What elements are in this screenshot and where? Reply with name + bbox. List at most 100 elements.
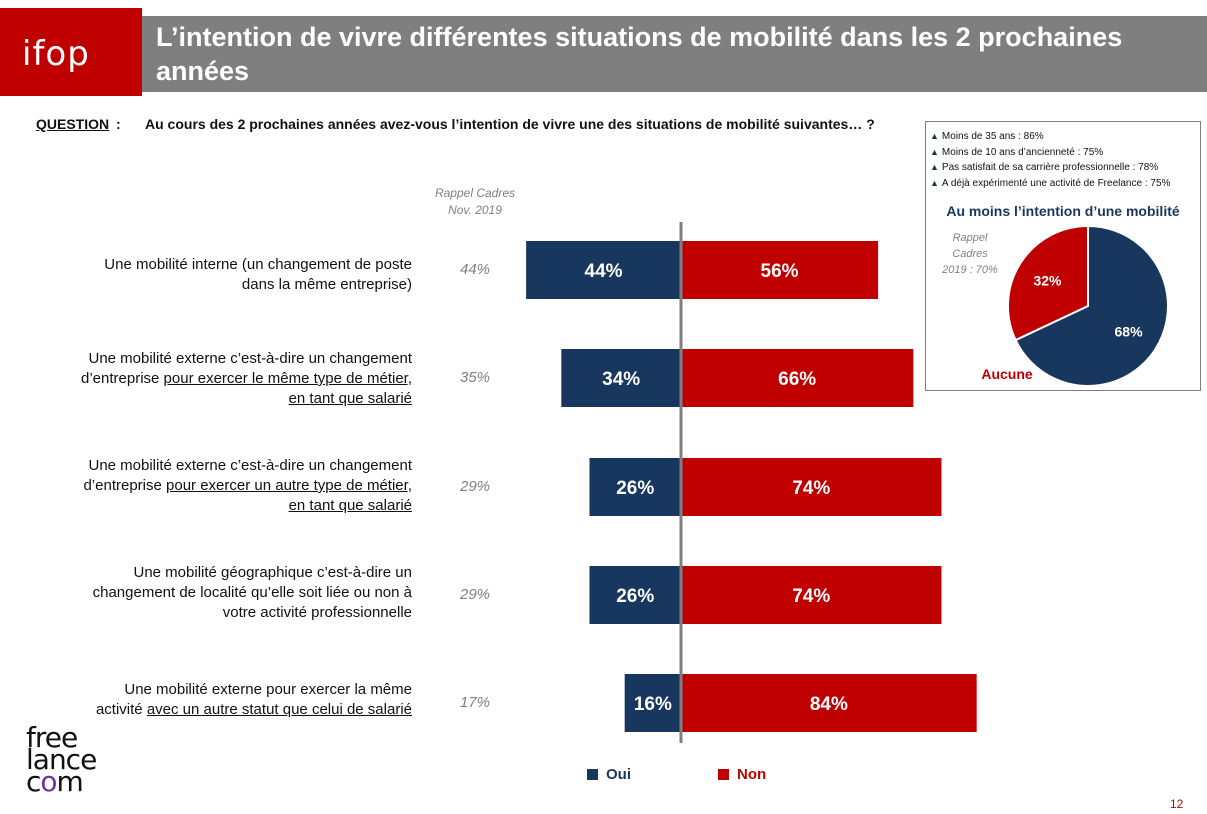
bar-oui-label: 34%: [602, 369, 640, 390]
pie-recall-line-3: 2019 : 70%: [942, 264, 998, 276]
pie-slice-label: 68%: [1115, 324, 1144, 340]
pie-note-text: Moins de 10 ans d’ancienneté : 75%: [941, 146, 1104, 158]
recall-value: 44%: [459, 261, 491, 278]
bar-oui: [561, 349, 681, 407]
pie-recall-line-1: Rappel: [952, 232, 988, 244]
row-label-segment: pour exercer un autre type de métier,: [166, 477, 412, 494]
row-label-segment: avec un autre statut que celui de salari…: [146, 701, 412, 718]
triangle-up-icon: ▲: [930, 162, 939, 172]
logo-line-2: lance: [26, 743, 97, 776]
question-label: QUESTION: [36, 116, 110, 132]
row-label-segment: Une mobilité géographique c’est-à-dire u…: [133, 564, 413, 581]
ifop-logo: ifop: [0, 8, 142, 96]
row-label-segment: Une mobilité externe c’est-à-dire un cha…: [88, 457, 412, 474]
row-label-segment: d’entreprise: [83, 477, 167, 494]
bar-non-label: 84%: [810, 694, 848, 715]
question-text: Au cours des 2 prochaines années avez-vo…: [145, 116, 875, 132]
row-label: Une mobilité externe pour exercer la mêm…: [20, 680, 412, 720]
row-label-segment: votre activité professionnelle: [222, 604, 412, 621]
legend-oui-swatch: [587, 769, 598, 780]
page-number: 12: [1170, 797, 1184, 811]
bar-oui-label: 44%: [585, 261, 623, 282]
row-label-segment: Une mobilité externe c’est-à-dire un cha…: [88, 350, 412, 367]
pie-note: ▲ Moins de 10 ans d’ancienneté : 75%: [930, 145, 1170, 161]
recall-header: Rappel Cadres Nov. 2019: [420, 185, 530, 219]
question-colon: :: [116, 116, 121, 132]
recall-value: 17%: [459, 694, 491, 711]
logo-line-1: free: [26, 721, 78, 754]
page-title-line-1: L’intention de vivre différentes situati…: [156, 22, 1123, 52]
row-label-line: Une mobilité externe pour exercer la mêm…: [20, 680, 412, 700]
row-label-line: d’entreprise pour exercer le même type d…: [20, 369, 412, 389]
row-label-segment: Une mobilité interne (un changement de p…: [104, 256, 412, 273]
legend-non-swatch: [718, 769, 729, 780]
row-label-segment: Une mobilité externe pour exercer la mêm…: [124, 681, 412, 698]
row-label-line: Une mobilité géographique c’est-à-dire u…: [20, 563, 413, 583]
bar-non: [681, 241, 879, 299]
row-label: Une mobilité géographique c’est-à-dire u…: [20, 563, 412, 623]
recall-value: 29%: [459, 478, 491, 495]
row-label: Une mobilité interne (un changement de p…: [20, 255, 412, 295]
pie-note: ▲ A déjà expérimenté une activité de Free…: [930, 176, 1170, 192]
pie-notes: ▲ Moins de 35 ans : 86% ▲ Moins de 10 ans …: [930, 129, 1170, 191]
row-label-line: Une mobilité interne (un changement de p…: [20, 255, 412, 275]
pie-note-text: Moins de 35 ans : 86%: [941, 131, 1044, 142]
pie-note: ▲ Moins de 35 ans : 86%: [930, 129, 1170, 145]
row-label-segment: changement de localité qu’elle soit liée…: [92, 584, 412, 601]
row-label-line: votre activité professionnelle: [20, 603, 412, 623]
row-label-line: activité avec un autre statut que celui …: [20, 700, 412, 720]
bar-oui: [589, 458, 681, 516]
page-title: L’intention de vivre différentes situati…: [156, 20, 1186, 88]
bar-non: [681, 566, 942, 624]
logo-c: c: [26, 765, 41, 798]
bar-non-label: 66%: [778, 369, 816, 390]
row-label-segment: d’entreprise: [81, 370, 164, 387]
bar-non-label: 74%: [792, 586, 830, 607]
bar-non: [681, 458, 942, 516]
row-label-line: Une mobilité externe c’est-à-dire un cha…: [20, 456, 412, 476]
bar-non-label: 56%: [761, 261, 799, 282]
pie-slice-name: Aucune: [981, 366, 1033, 382]
pie-slice: [1014, 224, 1169, 387]
logo-m: m: [56, 765, 84, 798]
row-label-line: Une mobilité externe c’est-à-dire un cha…: [20, 349, 412, 369]
row-label: Une mobilité externe c’est-à-dire un cha…: [20, 349, 412, 409]
pie-note: ▲ Pas satisfait de sa carrière profession…: [930, 160, 1170, 176]
row-label-segment: activité: [95, 701, 147, 718]
pie-note-text: Pas satisfait de sa carrière professionn…: [941, 162, 1159, 173]
pie-note-text: A déjà expérimenté une activité de Freel…: [941, 177, 1171, 189]
page-title-line-2: années: [156, 56, 250, 86]
bar-oui-label: 26%: [616, 478, 654, 499]
row-label-line: dans la même entreprise): [20, 275, 412, 295]
row-label-segment: dans la même entreprise): [241, 276, 412, 293]
logo-o: o: [40, 765, 57, 798]
row-label-line: changement de localité qu’elle soit liée…: [20, 583, 412, 603]
title-bar: [0, 16, 1207, 92]
row-label-segment: pour exercer le même type de métier,: [163, 370, 412, 387]
pie-chart: 68% 32% Aucune: [981, 224, 1169, 387]
row-label-line: en tant que salarié: [20, 389, 412, 409]
triangle-up-icon: ▲: [930, 131, 939, 141]
bar-oui-label: 16%: [634, 694, 672, 715]
recall-value: 29%: [459, 586, 491, 603]
bar-oui: [589, 566, 681, 624]
legend-non: Non: [718, 766, 766, 783]
bar-oui: [526, 241, 681, 299]
pie-slice-label: 32%: [1033, 272, 1062, 288]
bar-non: [681, 674, 977, 732]
logo-line-3: com: [26, 768, 96, 796]
row-label: Une mobilité externe c’est-à-dire un cha…: [20, 456, 412, 516]
row-label-segment: en tant que salarié: [288, 390, 412, 407]
bar-oui: [624, 674, 681, 732]
recall-value: 35%: [459, 369, 491, 386]
recall-header-line-2: Nov. 2019: [448, 203, 502, 217]
row-label-line: en tant que salarié: [20, 496, 412, 516]
recall-header-line-1: Rappel Cadres: [434, 186, 516, 200]
pie-recall-line-2: Cadres: [952, 248, 988, 260]
row-label-segment: en tant que salarié: [288, 497, 412, 514]
bar-oui-label: 26%: [616, 586, 654, 607]
pie-recall: Rappel Cadres 2019 : 70%: [930, 230, 1010, 278]
legend-oui: Oui: [587, 766, 631, 783]
legend-oui-label: Oui: [606, 766, 631, 783]
